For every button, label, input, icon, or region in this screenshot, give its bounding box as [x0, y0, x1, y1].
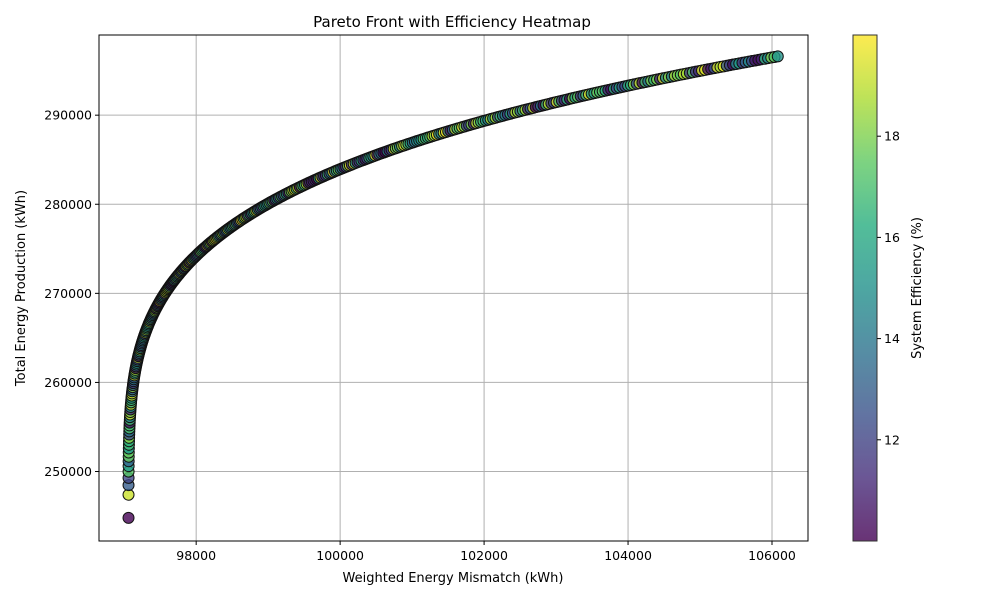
colorbar-tick-label: 12: [884, 432, 900, 447]
colorbar-tick-label: 14: [884, 331, 900, 346]
x-tick-label: 104000: [604, 548, 652, 563]
colorbar-tick-label: 18: [884, 129, 900, 144]
x-tick-label: 106000: [748, 548, 796, 563]
x-axis-ticks: 98000 100000 102000 104000 106000: [176, 541, 796, 563]
colorbar-ticks: 12 14 16 18: [877, 129, 900, 447]
y-tick-label: 260000: [44, 375, 92, 390]
y-axis-ticks: 250000 260000 270000 280000 290000: [44, 108, 99, 479]
colorbar-tick-label: 16: [884, 230, 900, 245]
x-axis-label: Weighted Energy Mismatch (kWh): [343, 571, 564, 586]
grid-lines: [99, 35, 808, 541]
plot-area-frame: [98, 34, 809, 542]
colorbar: [852, 34, 878, 542]
x-tick-label: 100000: [316, 548, 364, 563]
scatter-point: [771, 50, 784, 63]
chart-title: Pareto Front with Efficiency Heatmap: [313, 13, 591, 31]
colorbar-label: System Efficiency (%): [910, 217, 925, 359]
x-tick-label: 98000: [176, 548, 216, 563]
y-tick-label: 250000: [44, 464, 92, 479]
scatter-points: [122, 50, 784, 524]
y-tick-label: 280000: [44, 197, 92, 212]
x-tick-label: 102000: [460, 548, 508, 563]
y-tick-label: 290000: [44, 108, 92, 123]
y-tick-label: 270000: [44, 286, 92, 301]
scatter-point: [122, 511, 135, 524]
y-axis-label: Total Energy Production (kWh): [14, 190, 29, 387]
